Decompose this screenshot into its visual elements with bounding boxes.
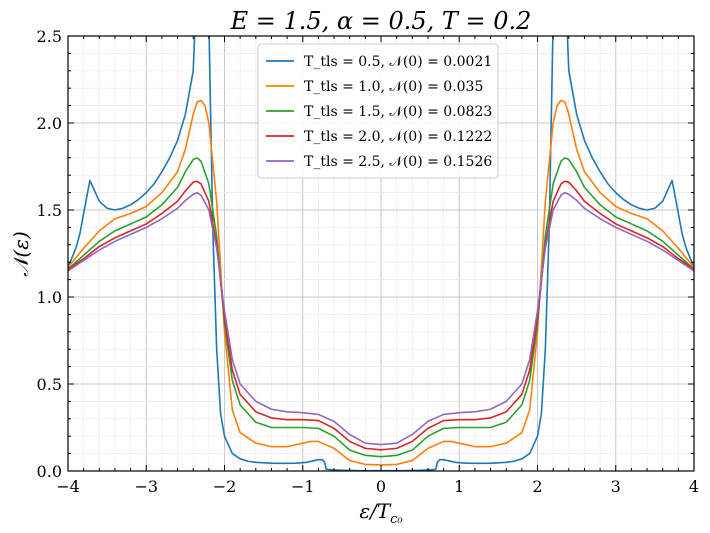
x-tick-label: 4 — [689, 477, 699, 496]
ticks — [67, 35, 695, 472]
legend-label-2: T_tls = 1.0, 𝒩(0) = 0.035 — [304, 79, 483, 95]
legend: T_tls = 0.5, 𝒩(0) = 0.0021 T_tls = 1.0, 𝒩… — [257, 43, 499, 179]
x-tick-label: 0 — [376, 477, 386, 496]
legend-label-3: T_tls = 1.5, 𝒩(0) = 0.0823 — [304, 104, 492, 120]
series-line-2 — [68, 99, 694, 466]
series-line-5 — [68, 191, 694, 446]
y-tick-label: 2.0 — [37, 114, 62, 133]
y-tick-label: 0.5 — [37, 375, 62, 394]
x-tick-label: −3 — [134, 477, 158, 496]
y-axis-label: 𝒩(ε) — [9, 231, 33, 277]
legend-label-4: T_tls = 2.0, 𝒩(0) = 0.1222 — [304, 129, 492, 145]
y-tick-label: 1.0 — [37, 288, 62, 307]
x-axis-label: ε/Tc₀ — [359, 499, 403, 527]
x-tick-label: −2 — [213, 477, 237, 496]
series-line-4 — [68, 180, 694, 451]
chart-title: E = 1.5, α = 0.5, T = 0.2 — [230, 7, 532, 35]
legend-label-1: T_tls = 0.5, 𝒩(0) = 0.0021 — [304, 54, 492, 70]
legend-box — [257, 43, 499, 179]
x-tick-label: 1 — [454, 477, 464, 496]
y-tick-label: 0.0 — [37, 462, 62, 481]
series-line-3 — [68, 157, 694, 458]
y-tick-labels: 0.0 0.5 1.0 1.5 2.0 2.5 — [37, 27, 62, 481]
x-tick-label: 2 — [532, 477, 542, 496]
x-tick-label: −1 — [291, 477, 315, 496]
x-tick-label: −4 — [56, 477, 80, 496]
x-tick-label: 3 — [611, 477, 621, 496]
x-tick-labels: −4 −3 −2 −1 0 1 2 3 4 — [56, 477, 699, 496]
y-tick-label: 1.5 — [37, 201, 62, 220]
y-tick-label: 2.5 — [37, 27, 62, 46]
legend-label-5: T_tls = 2.5, 𝒩(0) = 0.1526 — [304, 154, 492, 170]
grid — [67, 35, 695, 472]
series-layer — [68, 36, 694, 471]
